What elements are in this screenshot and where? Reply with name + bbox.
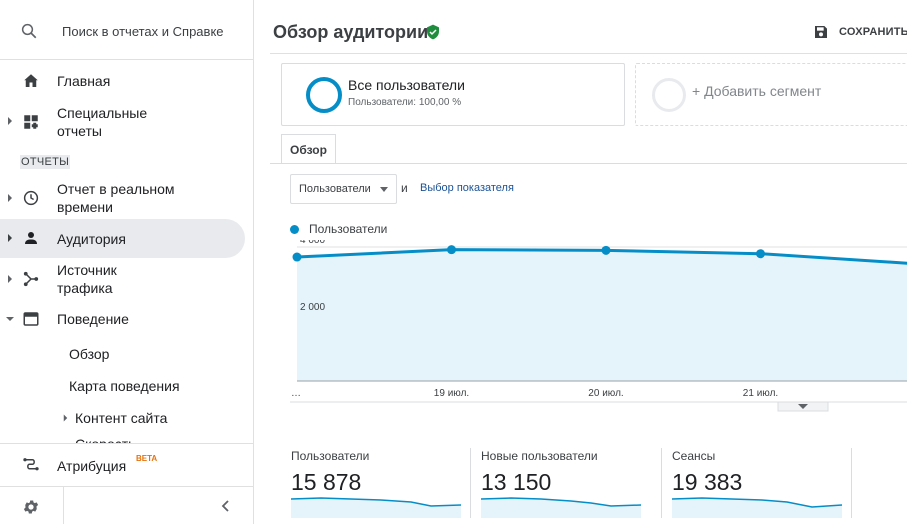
scorecard-label: Новые пользователи bbox=[481, 449, 598, 463]
custom-reports-icon bbox=[24, 115, 38, 129]
users-area-chart[interactable]: 4 000 2 000 … 19 июл. 20 июл. 21 июл. bbox=[270, 240, 907, 415]
sidebar-item-attribution[interactable]: Атрибуция bbox=[0, 450, 245, 480]
sidebar-footer bbox=[0, 486, 254, 524]
scorecard-sessions[interactable]: Сеансы 19 383 bbox=[661, 448, 852, 524]
sidebar-item-realtime[interactable]: Отчет в реальном времени bbox=[0, 178, 245, 218]
chart-legend: Пользователи bbox=[290, 222, 387, 236]
sidebar-subitem-site-content[interactable]: Контент сайта bbox=[75, 410, 168, 426]
chevron-down-icon bbox=[798, 404, 808, 409]
person-icon bbox=[25, 232, 37, 244]
legend-label: Пользователи bbox=[309, 222, 388, 236]
acquisition-icon bbox=[23, 271, 39, 287]
sparkline bbox=[481, 497, 641, 518]
card-divider bbox=[470, 448, 471, 518]
x-tick-label: 19 июл. bbox=[434, 388, 469, 399]
sparkline bbox=[291, 497, 461, 518]
sidebar-subitem-clip: Скорость bbox=[60, 436, 180, 444]
sidebar-item-home[interactable]: Главная bbox=[0, 64, 245, 98]
chevron-down-icon bbox=[6, 317, 14, 321]
beta-badge: BETA bbox=[136, 454, 158, 463]
chevron-right-icon bbox=[8, 194, 12, 202]
chevron-right-icon bbox=[8, 117, 12, 125]
scorecard-value: 13 150 bbox=[481, 469, 552, 495]
chevron-right-icon bbox=[8, 275, 12, 283]
sidebar-item-label: Источник трафика bbox=[57, 262, 117, 296]
scorecards: Пользователи 15 878 Новые пользователи 1… bbox=[270, 448, 907, 524]
card-divider bbox=[661, 448, 662, 518]
sidebar-item-label: Аудитория bbox=[57, 231, 126, 247]
y-tick-label: 2 000 bbox=[300, 302, 325, 313]
sidebar: Главная Специальные отчеты ОТЧЕТЫ bbox=[0, 0, 254, 524]
search-icon[interactable] bbox=[20, 22, 38, 40]
sidebar-item-label: Атрибуция bbox=[57, 458, 127, 474]
sidebar-item-label: Поведение bbox=[57, 311, 129, 327]
tab-divider bbox=[270, 163, 907, 164]
segment-ring-placeholder-icon bbox=[652, 78, 686, 112]
segment-ring-icon bbox=[306, 77, 342, 113]
chart-area-fill bbox=[297, 249, 907, 381]
behavior-icon bbox=[23, 312, 39, 326]
x-tick-label: 20 июл. bbox=[588, 388, 623, 399]
sidebar-item-label: Главная bbox=[57, 73, 111, 89]
chevron-left-icon[interactable] bbox=[220, 500, 232, 512]
segment-subtitle: Пользователи: 100,00 % bbox=[348, 97, 462, 108]
sidebar-item-label: Специальные отчеты bbox=[57, 105, 148, 139]
clock-icon bbox=[23, 190, 39, 206]
x-tick-label: 21 июл. bbox=[743, 388, 778, 399]
save-icon bbox=[815, 26, 827, 38]
sidebar-subitem-speed[interactable]: Скорость bbox=[75, 436, 136, 444]
sidebar-item-label: Отчет в реальном времени bbox=[57, 181, 175, 215]
add-segment-label: + Добавить сегмент bbox=[692, 83, 822, 99]
chevron-right-icon bbox=[8, 234, 12, 242]
sidebar-subitem-overview[interactable]: Обзор bbox=[69, 346, 110, 362]
metric-dropdown-value: Пользователи bbox=[299, 183, 371, 195]
chart-data-point bbox=[756, 249, 765, 259]
scorecard-label: Пользователи bbox=[291, 449, 370, 463]
chart-data-point bbox=[447, 245, 456, 255]
verified-shield-icon bbox=[427, 24, 439, 40]
sidebar-subitem-behavior-flow[interactable]: Карта поведения bbox=[69, 378, 180, 394]
segment-all-users[interactable]: Все пользователи Пользователи: 100,00 % bbox=[281, 63, 625, 126]
choose-metric-link[interactable]: Выбор показателя bbox=[420, 182, 514, 194]
tab-overview[interactable]: Обзор bbox=[281, 134, 336, 164]
sidebar-item-audience[interactable]: Аудитория bbox=[0, 219, 245, 258]
search-input[interactable] bbox=[62, 20, 232, 42]
card-divider bbox=[851, 448, 852, 518]
segment-name: Все пользователи bbox=[348, 77, 465, 93]
y-tick-label: 4 000 bbox=[300, 240, 325, 246]
sidebar-item-custom-reports[interactable]: Специальные отчеты bbox=[0, 100, 245, 144]
header-divider bbox=[270, 53, 907, 54]
divider bbox=[0, 443, 254, 444]
home-icon bbox=[24, 74, 38, 87]
main-content: Обзор аудитории СОХРАНИТЬ Все пользовате… bbox=[270, 0, 907, 524]
add-segment-button[interactable]: + Добавить сегмент bbox=[635, 63, 907, 126]
section-header-reports: ОТЧЕТЫ bbox=[20, 155, 71, 169]
divider bbox=[63, 487, 64, 524]
search-bar bbox=[0, 0, 254, 60]
save-button[interactable]: СОХРАНИТЬ bbox=[813, 24, 907, 40]
metric-dropdown[interactable]: Пользователи bbox=[290, 174, 397, 204]
legend-dot bbox=[290, 224, 299, 234]
page-title: Обзор аудитории bbox=[273, 22, 429, 42]
scorecard-new-users[interactable]: Новые пользователи 13 150 bbox=[470, 448, 650, 524]
chart-data-point bbox=[601, 245, 611, 255]
attribution-icon bbox=[23, 458, 39, 471]
caret-down-icon bbox=[380, 187, 388, 192]
x-tick-label: … bbox=[291, 388, 301, 399]
sidebar-item-behavior[interactable]: Поведение bbox=[0, 302, 245, 336]
chart-data-point bbox=[292, 252, 302, 262]
gear-icon[interactable] bbox=[22, 498, 40, 516]
scorecard-label: Сеансы bbox=[672, 449, 716, 463]
scorecard-value: 19 383 bbox=[672, 469, 743, 495]
save-label: СОХРАНИТЬ bbox=[839, 26, 907, 38]
scorecard-value: 15 878 bbox=[291, 469, 362, 495]
and-text: и bbox=[401, 181, 408, 195]
sidebar-item-acquisition[interactable]: Источник трафика bbox=[0, 259, 245, 299]
chevron-right-icon bbox=[63, 414, 68, 422]
sparkline bbox=[672, 497, 842, 518]
scorecard-users[interactable]: Пользователи 15 878 bbox=[280, 448, 461, 524]
